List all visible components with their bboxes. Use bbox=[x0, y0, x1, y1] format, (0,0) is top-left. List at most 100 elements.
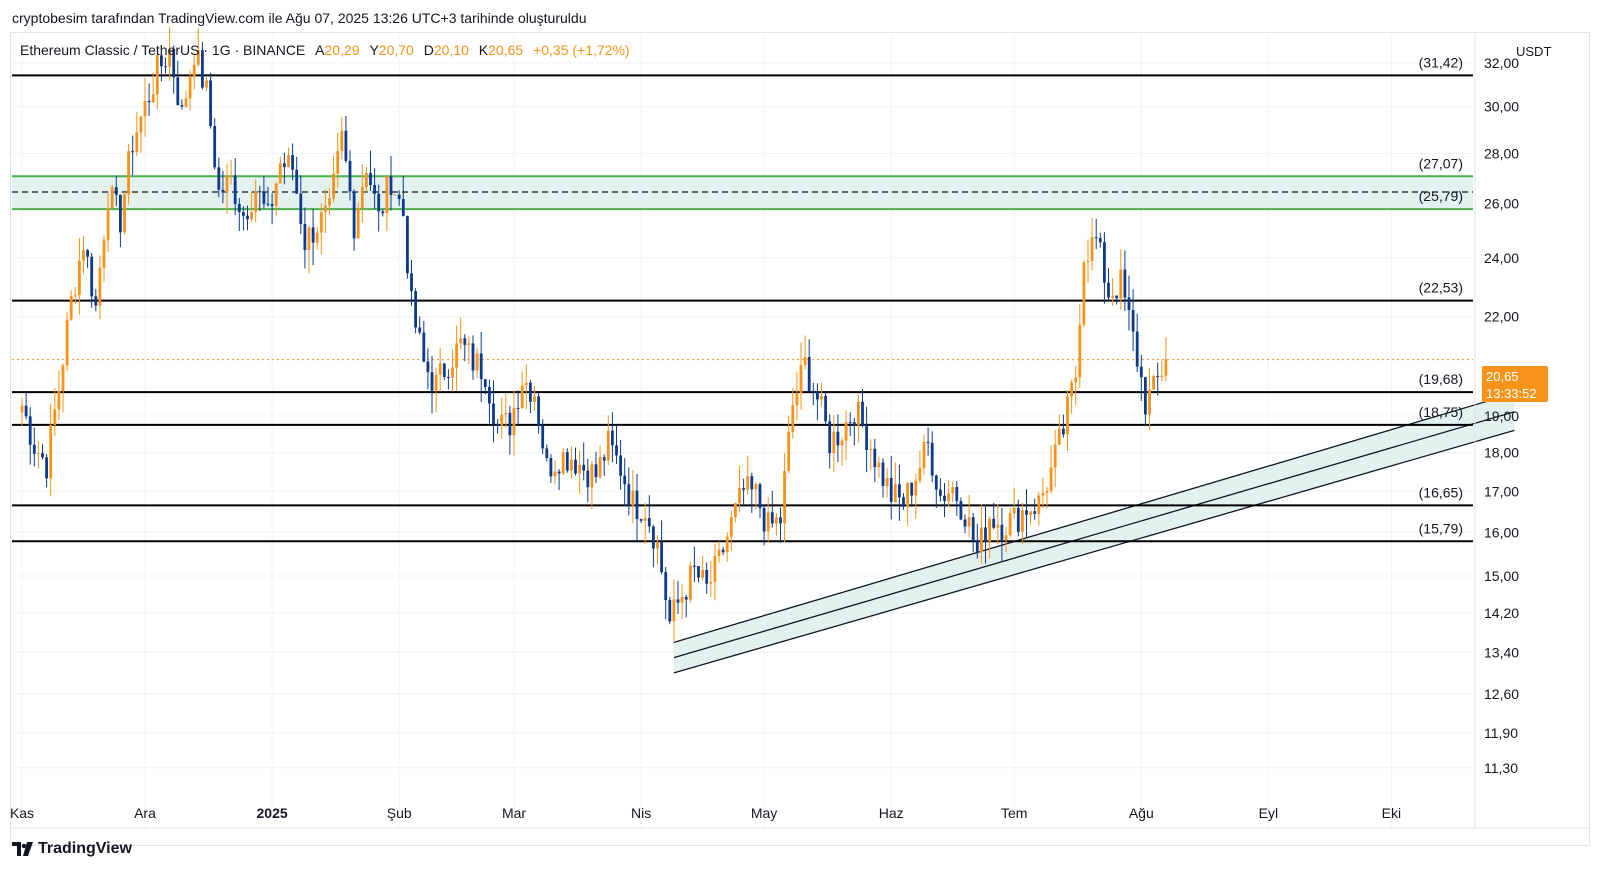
candle-body bbox=[611, 430, 614, 446]
candle-body bbox=[315, 232, 319, 243]
candle-body bbox=[164, 66, 167, 68]
candle-body bbox=[147, 100, 151, 103]
candle-body bbox=[377, 193, 381, 212]
candle-body bbox=[1037, 495, 1041, 514]
candle-body bbox=[287, 155, 290, 167]
candle-body bbox=[274, 183, 278, 207]
time-tick-label: Mar bbox=[502, 805, 526, 821]
candle-body bbox=[205, 80, 208, 88]
candle-body bbox=[824, 396, 827, 422]
candle-body bbox=[246, 215, 249, 220]
candle-body bbox=[807, 357, 811, 391]
candle-body bbox=[955, 486, 959, 502]
candle-body bbox=[787, 431, 791, 471]
candle-body bbox=[869, 448, 873, 450]
candle-body bbox=[336, 151, 340, 174]
currency-label[interactable]: USDT bbox=[1516, 44, 1552, 59]
candle-body bbox=[1103, 242, 1106, 283]
candle-body bbox=[131, 151, 135, 153]
candle-body bbox=[549, 458, 553, 477]
candle-body bbox=[209, 80, 212, 127]
candle-body bbox=[1074, 377, 1078, 383]
candle-body bbox=[98, 267, 102, 306]
low-label: D bbox=[423, 42, 434, 58]
price-tick-label: 11,90 bbox=[1484, 725, 1518, 741]
candle-body bbox=[90, 256, 94, 297]
candle-body bbox=[652, 526, 655, 549]
level-label: (25,79) bbox=[1419, 188, 1463, 204]
candle-body bbox=[1115, 295, 1119, 299]
tradingview-footer[interactable]: TradingView bbox=[12, 840, 132, 858]
candle-body bbox=[385, 176, 389, 214]
candle-body bbox=[553, 471, 557, 477]
candle-body bbox=[135, 132, 139, 153]
candle-body bbox=[836, 431, 840, 446]
candle-body bbox=[746, 476, 750, 490]
candle-body bbox=[45, 457, 48, 479]
candle-body bbox=[705, 569, 709, 584]
candle-body bbox=[988, 518, 991, 542]
channel-fill bbox=[673, 393, 1515, 673]
candle-body bbox=[496, 424, 499, 426]
candle-body bbox=[791, 405, 795, 432]
candle-body bbox=[615, 445, 618, 456]
candle-body bbox=[352, 191, 356, 239]
candle-body bbox=[1152, 376, 1155, 390]
candle-body bbox=[930, 442, 934, 476]
candle-body bbox=[725, 536, 729, 553]
price-tick-label: 28,00 bbox=[1484, 145, 1519, 161]
candle-body bbox=[684, 596, 688, 600]
candle-body bbox=[102, 240, 106, 268]
candle-body bbox=[451, 367, 454, 378]
candle-body bbox=[344, 130, 348, 161]
candle-body bbox=[196, 50, 200, 65]
chart-frame bbox=[10, 32, 1590, 846]
candle-body bbox=[709, 581, 713, 584]
candle-body bbox=[1021, 510, 1024, 532]
candle-body bbox=[319, 212, 323, 233]
change-value: +0,35 (+1,72%) bbox=[533, 42, 630, 58]
candle-body bbox=[742, 488, 745, 490]
candle-body bbox=[926, 441, 930, 443]
open-value: 20,29 bbox=[324, 42, 360, 58]
candle-body bbox=[500, 414, 504, 426]
time-tick-label: 2025 bbox=[257, 805, 288, 821]
candle-body bbox=[1016, 507, 1020, 532]
candle-body bbox=[369, 172, 372, 186]
candle-body bbox=[664, 572, 668, 601]
candle-body bbox=[512, 407, 516, 436]
candle-body bbox=[873, 448, 877, 468]
candle-body bbox=[213, 126, 217, 168]
candle-body bbox=[311, 227, 315, 243]
candle-body bbox=[852, 422, 856, 426]
candle-body bbox=[373, 185, 376, 194]
candle-body bbox=[598, 457, 602, 478]
candle-body bbox=[545, 448, 549, 459]
candle-body bbox=[701, 569, 704, 578]
tradingview-logo-icon bbox=[12, 842, 33, 856]
symbol-title[interactable]: Ethereum Classic / TetherUS · 1G · BINAN… bbox=[20, 42, 306, 58]
candle-body bbox=[623, 475, 627, 485]
time-tick-label: Nis bbox=[631, 805, 651, 821]
candle-body bbox=[574, 459, 577, 474]
candle-body bbox=[754, 484, 758, 490]
candle-body bbox=[348, 160, 352, 192]
tradingview-brand: TradingView bbox=[38, 840, 132, 857]
candle-body bbox=[426, 361, 430, 373]
candle-body bbox=[160, 55, 163, 67]
candle-body bbox=[902, 497, 905, 507]
candle-body bbox=[889, 477, 893, 502]
candle-body bbox=[971, 517, 975, 541]
price-tick-label: 24,00 bbox=[1484, 250, 1519, 266]
candle-body bbox=[434, 374, 438, 391]
time-tick-label: Kas bbox=[10, 805, 34, 821]
candle-body bbox=[844, 422, 848, 441]
candle-body bbox=[291, 155, 294, 170]
candle-body bbox=[922, 441, 926, 469]
candle-body bbox=[996, 524, 1000, 528]
price-tick-label: 17,00 bbox=[1484, 483, 1519, 499]
candle-body bbox=[406, 216, 409, 274]
candle-body bbox=[1062, 428, 1065, 435]
time-tick-label: Tem bbox=[1001, 805, 1027, 821]
